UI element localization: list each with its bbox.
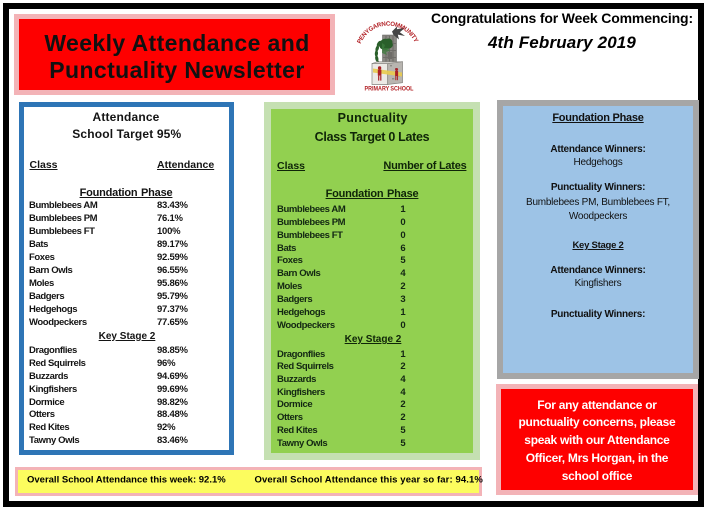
svg-text:PRIMARY SCHOOL: PRIMARY SCHOOL bbox=[365, 86, 414, 93]
